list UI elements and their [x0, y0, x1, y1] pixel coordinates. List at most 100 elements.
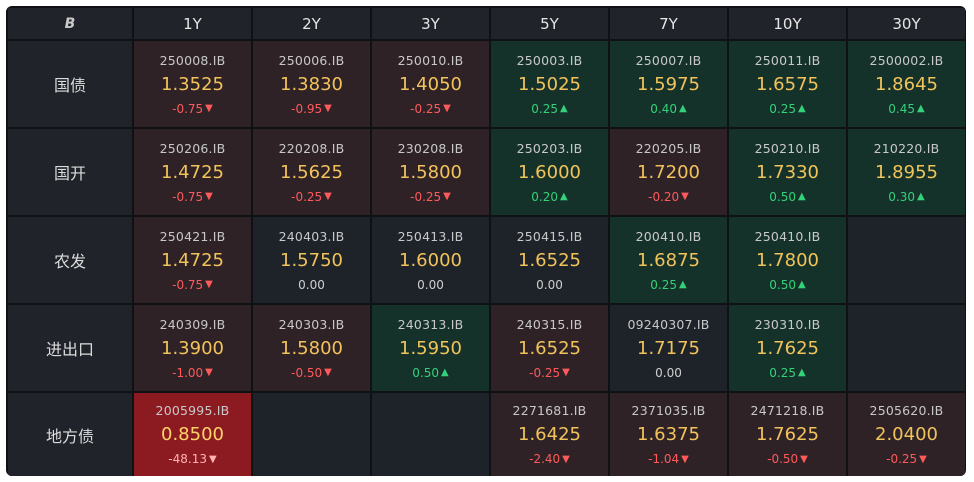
- tenor-header-5y[interactable]: 5Y: [491, 8, 608, 39]
- tenor-header-10y[interactable]: 10Y: [729, 8, 846, 39]
- change-value: 0.00: [298, 278, 325, 292]
- bond-code: 250010.IB: [397, 52, 464, 68]
- triangle-down-icon: ▼: [562, 453, 570, 465]
- change-text: -0.75: [172, 277, 204, 292]
- change-text: 0.50: [769, 277, 796, 292]
- yield-value: 1.7625: [756, 337, 819, 359]
- bond-code: 250413.IB: [397, 228, 464, 244]
- tenor-header-30y[interactable]: 30Y: [848, 8, 965, 39]
- yield-matrix-grid: B 1Y 2Y 3Y 5Y 7Y 10Y 30Y 国债 250008.IB 1.35…: [8, 8, 965, 476]
- yield-value: 1.5800: [399, 161, 462, 183]
- bond-code: 2371035.IB: [631, 403, 706, 418]
- quote-cell-empty: [253, 393, 370, 476]
- change-text: 0.00: [536, 277, 563, 292]
- quote-cell[interactable]: 250415.IB 1.6525 0.00: [491, 217, 608, 303]
- bond-code: 250011.IB: [754, 52, 821, 68]
- change-value: 0.25 ▲: [769, 102, 805, 116]
- triangle-down-icon: ▼: [205, 191, 213, 202]
- quote-cell[interactable]: 250413.IB 1.6000 0.00: [372, 217, 489, 303]
- bond-code: 240315.IB: [516, 316, 583, 332]
- row-label: 地方债: [8, 393, 132, 476]
- triangle-down-icon: ▼: [205, 103, 213, 114]
- triangle-down-icon: ▼: [681, 191, 689, 202]
- quote-cell[interactable]: 240315.IB 1.6525 -0.25 ▼: [491, 305, 608, 391]
- quote-cell[interactable]: 200410.IB 1.6875 0.25 ▲: [610, 217, 727, 303]
- yield-value: 1.8955: [875, 161, 938, 183]
- quote-cell[interactable]: 2505620.IB 2.0400 -0.25 ▼: [848, 393, 965, 476]
- quote-cell[interactable]: 240313.IB 1.5950 0.50 ▲: [372, 305, 489, 391]
- quote-cell[interactable]: 250010.IB 1.4050 -0.25 ▼: [372, 41, 489, 127]
- bond-code: 230208.IB: [397, 140, 464, 156]
- yield-value: 1.5750: [280, 249, 343, 271]
- quote-cell[interactable]: 250206.IB 1.4725 -0.75 ▼: [134, 129, 251, 215]
- change-value: 0.00: [536, 278, 563, 292]
- bond-code: 250003.IB: [516, 52, 583, 68]
- change-value: 0.30 ▲: [888, 190, 924, 204]
- tenor-header-1y[interactable]: 1Y: [134, 8, 251, 39]
- quote-cell[interactable]: 2371035.IB 1.6375 -1.04 ▼: [610, 393, 727, 476]
- quote-cell[interactable]: 250003.IB 1.5025 0.25 ▲: [491, 41, 608, 127]
- quote-cell[interactable]: 250410.IB 1.7800 0.50 ▲: [729, 217, 846, 303]
- change-value: -0.95 ▼: [291, 102, 332, 116]
- bond-code: 250006.IB: [278, 52, 345, 68]
- triangle-up-icon: ▲: [917, 191, 925, 202]
- quote-cell[interactable]: 2005995.IB 0.8500 -48.13 ▼: [134, 393, 251, 476]
- quote-cell[interactable]: 2471218.IB 1.7625 -0.50 ▼: [729, 393, 846, 476]
- quote-cell[interactable]: 240403.IB 1.5750 0.00: [253, 217, 370, 303]
- quote-cell[interactable]: 250210.IB 1.7330 0.50 ▲: [729, 129, 846, 215]
- change-value: -0.25 ▼: [410, 102, 451, 116]
- bond-code: 250410.IB: [754, 228, 821, 244]
- quote-cell[interactable]: 2271681.IB 1.6425 -2.40 ▼: [491, 393, 608, 476]
- change-value: 0.25 ▲: [650, 278, 686, 292]
- change-text: -0.25: [410, 101, 442, 116]
- change-text: 0.25: [769, 101, 796, 116]
- quote-cell[interactable]: 250011.IB 1.6575 0.25 ▲: [729, 41, 846, 127]
- bond-code: 240313.IB: [397, 316, 464, 332]
- change-text: -1.04: [648, 452, 680, 466]
- change-value: -0.25 ▼: [410, 190, 451, 204]
- yield-value: 1.7625: [756, 424, 819, 445]
- quote-cell[interactable]: 240309.IB 1.3900 -1.00 ▼: [134, 305, 251, 391]
- bond-code: 240309.IB: [159, 316, 226, 332]
- change-text: 0.00: [298, 277, 325, 292]
- yield-value: 1.4050: [399, 73, 462, 95]
- change-text: -0.50: [767, 452, 799, 466]
- quote-cell[interactable]: 250421.IB 1.4725 -0.75 ▼: [134, 217, 251, 303]
- bond-code: 250206.IB: [159, 140, 226, 156]
- change-text: -0.75: [172, 101, 204, 116]
- quote-cell[interactable]: 230208.IB 1.5800 -0.25 ▼: [372, 129, 489, 215]
- bond-code: 220205.IB: [635, 140, 702, 156]
- change-value: 0.00: [417, 278, 444, 292]
- row-label: 进出口: [8, 305, 132, 391]
- quote-cell[interactable]: 250007.IB 1.5975 0.40 ▲: [610, 41, 727, 127]
- quote-cell[interactable]: 230310.IB 1.7625 0.25 ▲: [729, 305, 846, 391]
- quote-cell-empty: [848, 305, 965, 391]
- yield-value: 1.6000: [518, 161, 581, 183]
- quote-cell[interactable]: 210220.IB 1.8955 0.30 ▲: [848, 129, 965, 215]
- quote-cell[interactable]: 220205.IB 1.7200 -0.20 ▼: [610, 129, 727, 215]
- quote-cell[interactable]: 250203.IB 1.6000 0.20 ▲: [491, 129, 608, 215]
- quote-cell[interactable]: 09240307.IB 1.7175 0.00: [610, 305, 727, 391]
- change-value: 0.25 ▲: [769, 366, 805, 380]
- tenor-header-7y[interactable]: 7Y: [610, 8, 727, 39]
- tenor-header-3y[interactable]: 3Y: [372, 8, 489, 39]
- bond-code: 240403.IB: [278, 228, 345, 244]
- change-value: -0.75 ▼: [172, 190, 213, 204]
- change-text: -48.13: [168, 452, 207, 466]
- tenor-header-2y[interactable]: 2Y: [253, 8, 370, 39]
- quote-cell[interactable]: 240303.IB 1.5800 -0.50 ▼: [253, 305, 370, 391]
- bond-code: 250203.IB: [516, 140, 583, 156]
- yield-value: 1.6425: [518, 424, 581, 445]
- quote-cell[interactable]: 250008.IB 1.3525 -0.75 ▼: [134, 41, 251, 127]
- change-value: -0.50 ▼: [291, 366, 332, 380]
- triangle-up-icon: ▲: [917, 103, 925, 114]
- change-text: -0.75: [172, 189, 204, 204]
- yield-value: 1.7330: [756, 161, 819, 183]
- quote-cell[interactable]: 250006.IB 1.3830 -0.95 ▼: [253, 41, 370, 127]
- quote-cell[interactable]: 2500002.IB 1.8645 0.45 ▲: [848, 41, 965, 127]
- quote-cell-empty: [848, 217, 965, 303]
- quote-cell[interactable]: 220208.IB 1.5625 -0.25 ▼: [253, 129, 370, 215]
- bond-code: 2505620.IB: [869, 403, 944, 418]
- triangle-up-icon: ▲: [560, 191, 568, 202]
- change-value: -2.40 ▼: [529, 452, 570, 466]
